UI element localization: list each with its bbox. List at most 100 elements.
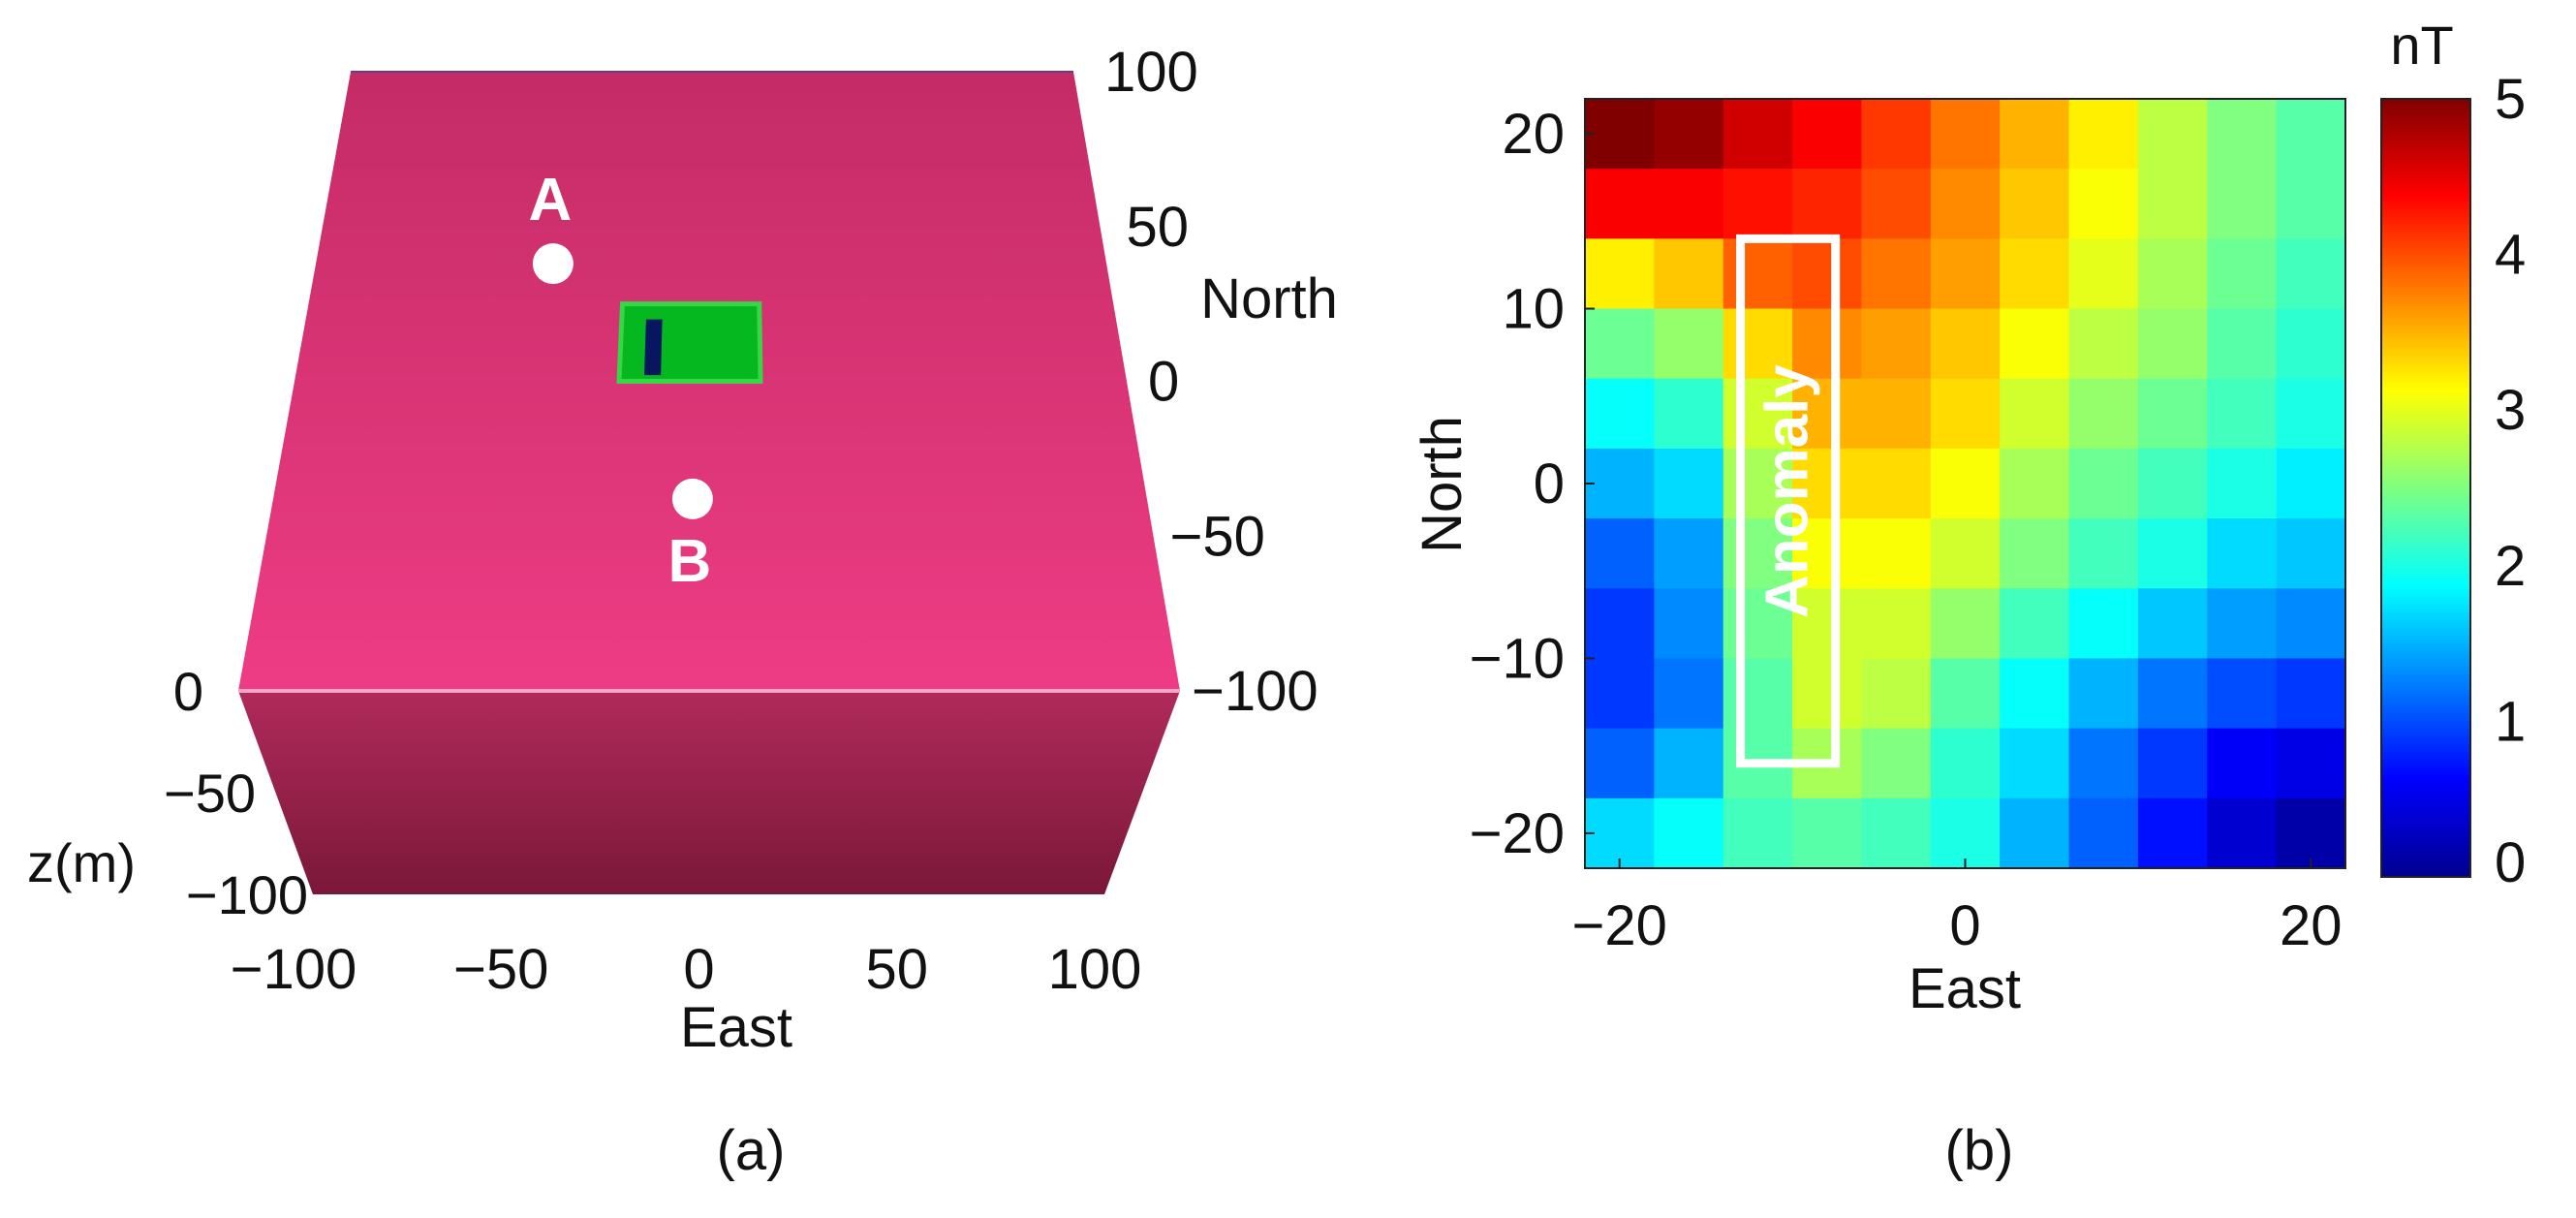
heatmap-cell: [1723, 308, 1793, 380]
heatmap-ticks: −20 0 20 20 10 0 −10 −20: [1470, 103, 2343, 957]
heatmap-cell: [1654, 797, 1724, 869]
block-front-face: [238, 691, 1180, 894]
heatmap-cell: [1723, 797, 1793, 869]
heatmap-cell: [1861, 797, 1932, 869]
heatmap-cell: [1930, 378, 2001, 450]
heatmap-cell: [1930, 169, 2001, 239]
heatmap-cell: [2000, 658, 2070, 730]
heatmap-cell: [2137, 448, 2208, 519]
heatmap-cell: [1654, 728, 1724, 799]
colorbar: [2380, 98, 2471, 878]
heatmap-cell: [1585, 99, 1655, 170]
east-tick-label: 100: [1048, 938, 1142, 1001]
heatmap-cell: [1654, 448, 1724, 519]
heatmap-cell: [2137, 99, 2208, 170]
heatmap-cell: [2276, 238, 2346, 310]
heatmap-cell: [1723, 448, 1793, 519]
heatmap-cell: [2000, 99, 2070, 170]
heatmap-cell: [1723, 99, 1793, 170]
x-tick-label: 0: [1949, 894, 1980, 957]
heatmap-cell: [2276, 308, 2346, 380]
heatmap-cell: [1723, 169, 1793, 239]
colorbar-tick-label: 4: [2495, 224, 2526, 287]
heatmap-cells: [1585, 99, 2346, 869]
heatmap-cell: [1654, 518, 1724, 589]
heatmap-cell: [1792, 658, 1863, 730]
heatmap-cell: [2000, 518, 2070, 589]
heatmap-cell: [1654, 99, 1724, 170]
heatmap-cell: [1654, 658, 1724, 730]
heatmap-cell: [2137, 658, 2208, 730]
z-tick-label: 0: [173, 661, 203, 722]
heatmap-cell: [2276, 797, 2346, 869]
heatmap-cell: [2276, 658, 2346, 730]
heatmap-cell: [1723, 588, 1793, 660]
heatmap-cell: [2137, 728, 2208, 799]
colorbar-tick-label: 1: [2495, 690, 2526, 753]
heatmap-cell: [2000, 378, 2070, 450]
east-axis-label: East: [680, 996, 792, 1059]
heatmap-cell: [1792, 308, 1863, 380]
heatmap-cell: [2137, 238, 2208, 310]
north-tick-label: −50: [1170, 505, 1265, 568]
heatmap-cell: [1861, 658, 1932, 730]
heatmap-cell: [2000, 728, 2070, 799]
heatmap-cell: [1930, 308, 2001, 380]
heatmap-cell: [2137, 308, 2208, 380]
heatmap-cell: [2207, 169, 2278, 239]
heatmap-cell: [1930, 588, 2001, 660]
anomaly-core: [643, 319, 663, 376]
heatmap-x-label: East: [1909, 957, 2021, 1020]
heatmap-cell: [2276, 169, 2346, 239]
heatmap-cell: [2068, 169, 2139, 239]
heatmap-cell: [2207, 797, 2278, 869]
heatmap-cell: [2068, 448, 2139, 519]
heatmap-cell: [1861, 378, 1932, 450]
heatmap-cell: [2276, 518, 2346, 589]
heatmap-cell: [1861, 518, 1932, 589]
y-tick-label: 10: [1502, 278, 1565, 341]
heatmap-cell: [1585, 308, 1655, 380]
heatmap-cell: [1930, 658, 2001, 730]
heatmap-cell: [1654, 238, 1724, 310]
x-tick-label: −20: [1571, 894, 1666, 957]
heatmap-cell: [2276, 99, 2346, 170]
heatmap-cell: [2276, 448, 2346, 519]
heatmap-cell: [2137, 588, 2208, 660]
heatmap-cell: [2207, 588, 2278, 660]
heatmap-cell: [1792, 169, 1863, 239]
heatmap-cell: [1861, 169, 1932, 239]
y-tick-label: −20: [1470, 802, 1565, 865]
heatmap-cell: [1930, 518, 2001, 589]
east-tick-label: −100: [231, 938, 357, 1001]
north-tick-label: 100: [1104, 41, 1198, 104]
depth-axis-label: z(m): [27, 832, 136, 893]
heatmap-cell: [2207, 448, 2278, 519]
heatmap-cell: [2000, 448, 2070, 519]
heatmap-cell: [1792, 378, 1863, 450]
heatmap-cell: [1792, 448, 1863, 519]
heatmap-cell: [1861, 238, 1932, 310]
heatmap-cell: [2207, 238, 2278, 310]
heatmap-cell: [1792, 797, 1863, 869]
heatmap-cell: [2000, 588, 2070, 660]
north-tick-label: 0: [1148, 351, 1179, 414]
north-axis-label: North: [1200, 267, 1338, 330]
anomaly-box: [1736, 234, 1841, 768]
heatmap-cell: [1585, 797, 1655, 869]
heatmap-cell: [1723, 658, 1793, 730]
z-tick-label: −50: [164, 763, 256, 824]
panel-a-caption: (a): [717, 1119, 786, 1182]
heatmap-cell: [1861, 99, 1932, 170]
heatmap-cell: [1585, 518, 1655, 589]
marker-label-a: A: [528, 167, 572, 234]
heatmap-cell: [1792, 588, 1863, 660]
heatmap-cell: [2276, 588, 2346, 660]
heatmap-cell: [2207, 728, 2278, 799]
colorbar-tick-label: 3: [2495, 379, 2526, 442]
heatmap-cell: [1585, 238, 1655, 310]
heatmap-y-label: North: [1411, 416, 1474, 553]
